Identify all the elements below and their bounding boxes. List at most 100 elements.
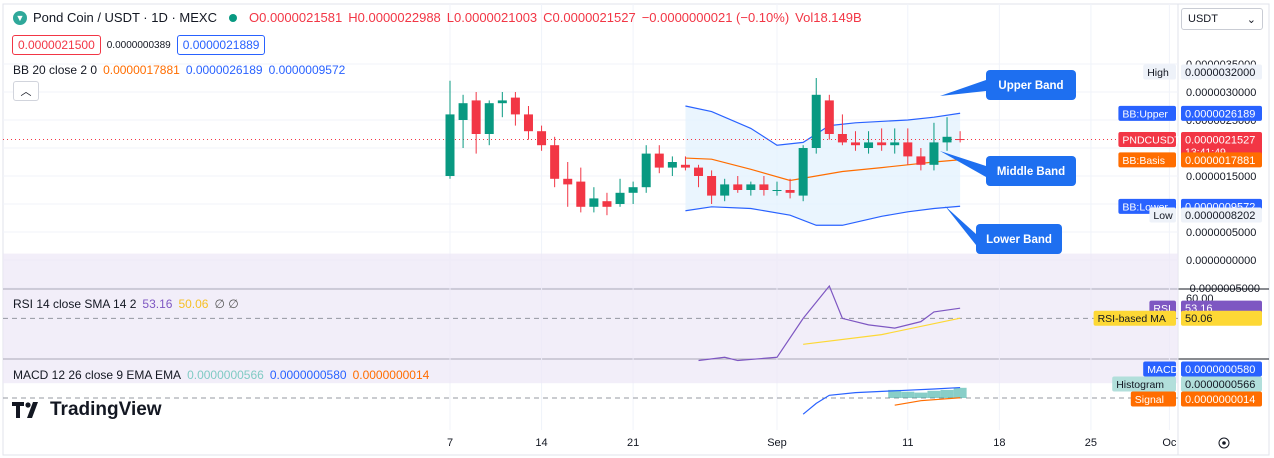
candle <box>523 106 533 140</box>
candle-body <box>733 184 743 190</box>
symbol-title[interactable]: Pond Coin / USDT · 1D · MEXC <box>33 10 217 25</box>
collapse-indicators-button[interactable]: ︿ <box>13 81 39 101</box>
settings-gear-icon[interactable] <box>1218 437 1230 449</box>
tradingview-logo-icon <box>12 402 38 418</box>
tradingview-logo[interactable]: TradingView <box>12 399 162 421</box>
candle-body <box>850 142 860 146</box>
candle <box>811 78 821 154</box>
price-axis-tick: 0.0000005000 <box>1186 227 1256 239</box>
currency-select-value: USDT <box>1188 13 1218 25</box>
pond-coin-logo-icon: ▼ <box>13 10 27 25</box>
macd-histogram-bar <box>927 390 941 398</box>
price-tag-value-bg <box>1181 361 1262 377</box>
bb-band-fill <box>685 106 961 226</box>
callout-label: Lower Band <box>986 234 1052 246</box>
candle-body <box>877 142 887 146</box>
macd-signal-line <box>894 397 961 406</box>
rsi-legend-value: 53.16 <box>142 297 173 311</box>
callout-label: Upper Band <box>998 80 1063 92</box>
price-tag-value-bg <box>1181 310 1262 326</box>
currency-select[interactable]: USDT ⌄ <box>1181 8 1263 30</box>
x-axis-label: Oc <box>1162 437 1177 449</box>
candle-body <box>628 187 638 193</box>
price-tag-name-bg <box>1118 152 1176 168</box>
rsi-ma-line <box>803 317 961 345</box>
rsi-legend[interactable]: RSI 14 close SMA 14 2 53.16 50.06 ∅ ∅ <box>13 297 239 311</box>
price-tag-bbbasis[interactable]: BB:Basis 0.0000017881 <box>1118 152 1262 168</box>
macd-legend-histogram: 0.0000000566 <box>187 368 264 382</box>
price-tag-name-bg <box>1143 361 1176 377</box>
candle-body <box>602 201 612 207</box>
price-tag-value: 0.0000008202 <box>1185 210 1255 222</box>
bid-ask-row: 0.0000021500 0.0000000389 0.0000021889 <box>12 35 266 55</box>
ohlc-legend: ▼ Pond Coin / USDT · 1D · MEXC O0.000002… <box>13 10 862 25</box>
candle <box>955 131 965 143</box>
x-axis-label: 11 <box>902 437 913 449</box>
candle <box>537 125 547 151</box>
price-tag-name-bg <box>1143 64 1176 80</box>
price-tag-high[interactable]: High 0.0000032000 <box>1143 64 1262 80</box>
candle <box>929 122 939 171</box>
candle <box>890 128 900 154</box>
candle <box>615 178 625 207</box>
price-tag-low[interactable]: Low 0.0000008202 <box>1149 207 1262 223</box>
candle <box>694 164 704 188</box>
rsi-legend-ma: 50.06 <box>178 297 209 311</box>
chevron-down-icon: ⌄ <box>1246 13 1256 26</box>
candle <box>877 128 887 151</box>
price-tag-signal[interactable]: Signal 0.0000000014 <box>1130 391 1262 407</box>
candle-body <box>864 142 874 148</box>
price-axis-tick: -0.0000005000 <box>1186 283 1260 295</box>
candle-body <box>458 103 468 120</box>
candle-body <box>720 184 730 196</box>
macd-histogram-bar <box>888 389 902 398</box>
macd-histogram-bar <box>953 387 967 398</box>
callout-label: Middle Band <box>997 166 1065 178</box>
candle-body <box>798 148 808 196</box>
ask-price-button[interactable]: 0.0000021889 <box>176 35 266 55</box>
x-axis-label: 14 <box>535 437 547 449</box>
candle <box>589 187 599 213</box>
bb-legend[interactable]: BB 20 close 2 0 0.0000017881 0.000002618… <box>13 63 345 77</box>
x-axis-label: 21 <box>627 437 639 449</box>
x-axis-label: 18 <box>993 437 1005 449</box>
price-tag-name-bg <box>1149 207 1176 223</box>
callout-box <box>986 70 1076 100</box>
macd-histogram-bar <box>901 391 915 398</box>
price-tag-value-bg <box>1181 131 1262 147</box>
price-tag-value: 0.0000000014 <box>1185 394 1255 406</box>
candle-body <box>523 114 533 132</box>
settings-gear-icon[interactable] <box>1222 441 1226 445</box>
price-tag-histogram[interactable]: Histogram 0.0000000566 <box>1112 376 1262 392</box>
price-tag-value-bg <box>1181 105 1262 121</box>
candle <box>707 170 717 204</box>
candle-body <box>772 190 782 191</box>
price-tag-rsibasedma[interactable]: RSI-based MA 50.06 <box>1093 310 1262 326</box>
bid-price-button[interactable]: 0.0000021500 <box>12 35 101 55</box>
candle-body <box>785 190 795 193</box>
candle-body <box>942 136 952 143</box>
macd-legend[interactable]: MACD 12 26 close 9 EMA EMA 0.0000000566 … <box>13 368 429 382</box>
price-tag-value: 0.0000026189 <box>1185 108 1255 120</box>
ohlc-volume: Vol18.149B <box>795 10 862 25</box>
price-tag-value: 0.0000017881 <box>1185 155 1255 167</box>
candle-body <box>903 142 913 157</box>
candle <box>471 92 481 154</box>
price-tag-name: Low <box>1153 210 1173 222</box>
price-tag-name: MACD <box>1147 364 1178 376</box>
pane-frame <box>2 3 1270 456</box>
ohlc-low: L0.0000021003 <box>446 10 538 25</box>
candle <box>667 156 677 176</box>
candle-body <box>654 153 664 168</box>
macd-line <box>802 386 961 415</box>
callout-middle: Middle Band <box>940 151 1076 186</box>
candle <box>864 131 874 154</box>
bb-legend-basis: 0.0000017881 <box>103 63 180 77</box>
callout-upper: Upper Band <box>940 70 1076 100</box>
price-tag-bbupper[interactable]: BB:Upper 0.0000026189 <box>1118 105 1262 121</box>
candle-body <box>497 100 507 104</box>
chevron-up-icon: ︿ <box>20 86 32 98</box>
price-tag-macd[interactable]: MACD 0.0000000580 <box>1143 361 1262 377</box>
candle-body <box>824 100 834 134</box>
